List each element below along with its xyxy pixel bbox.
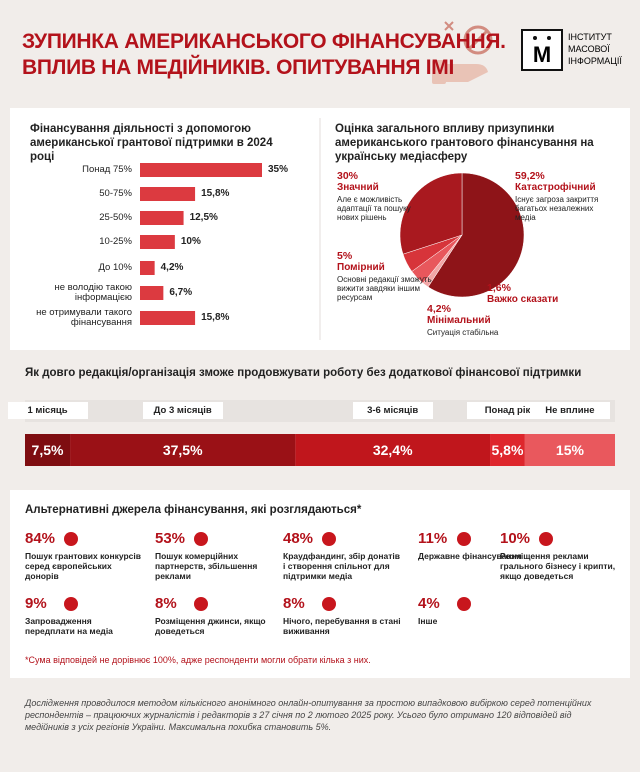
bar	[140, 211, 184, 225]
category-label: 10-25%	[99, 236, 132, 247]
data-label: 37,5%	[162, 442, 203, 458]
data-label: 10%	[180, 236, 201, 247]
data-label: 4,2%	[160, 262, 184, 273]
category-pill: 1 місяць	[7, 402, 88, 419]
alt-text: Пошук грантових конкурсів серед європейс…	[25, 551, 141, 581]
logo-text: ІНСТИТУТ МАСОВОЇ ІНФОРМАЦІЇ	[568, 31, 622, 67]
alt-value: 9%	[25, 595, 47, 612]
title-line: ЗУПИНКА АМЕРИКАНСЬКОГО ФІНАНСУВАННЯ.	[22, 30, 506, 53]
alt-icon	[539, 532, 553, 546]
data-label: 4,2%	[427, 303, 451, 315]
pie-slice	[399, 172, 463, 255]
bar	[140, 235, 175, 249]
alt-value: 48%	[283, 530, 314, 547]
alt-value: 8%	[155, 595, 177, 612]
alt-icon	[457, 597, 471, 611]
alt-icon	[64, 532, 78, 546]
bar	[140, 311, 196, 325]
data-label: 6,7%	[169, 287, 193, 298]
alt-text: Інше	[418, 616, 438, 626]
slice-name: Мінімальний	[427, 315, 491, 326]
title-line: ВПЛИВ НА МЕДІЙНИКІВ. ОПИТУВАННЯ ІМІ	[22, 56, 455, 79]
category-pill: До 3 місяців	[142, 402, 223, 419]
bar-segment	[25, 434, 71, 466]
alt-icon	[194, 532, 208, 546]
methodology: Дослідження проводилося методом кількісн…	[25, 698, 592, 732]
chart-title: Як довго редакція/організація зможе прод…	[25, 367, 582, 379]
data-label: 15%	[555, 442, 584, 458]
category-pill: Не вплине	[529, 402, 610, 419]
category-label: не володію такою інформацією	[54, 282, 132, 303]
slice-name: Помірний	[337, 262, 385, 273]
data-label: 12,5%	[189, 212, 218, 223]
bar	[140, 261, 155, 275]
slice-name: Катастрофічний	[515, 182, 596, 193]
logo-line: ІНФОРМАЦІЇ	[568, 56, 622, 66]
slice-description: Але є можливість адаптації та пошуку нов…	[337, 195, 411, 222]
data-label: 5%	[337, 250, 353, 262]
slice-description: Основні редакції зможуть вижити завдяки …	[337, 275, 432, 302]
alt-icon	[322, 597, 336, 611]
logo-line: ІНСТИТУТ	[568, 32, 612, 42]
bar-segment	[490, 434, 525, 466]
alt-icon	[457, 532, 471, 546]
data-label: 30%	[337, 170, 359, 182]
slice-name: Значний	[337, 182, 379, 193]
bar	[140, 163, 262, 177]
footnote: *Сума відповідей не дорівнює 100%, адже …	[25, 655, 371, 665]
bar-segment	[70, 434, 296, 466]
slice-description: Існує загроза закриття багатьох незалежн…	[515, 195, 599, 222]
logo-box	[521, 29, 563, 71]
data-label: 35%	[268, 164, 289, 175]
alt-value: 84%	[25, 530, 56, 547]
data-label: 5,8%	[491, 442, 524, 458]
category-label: 25-50%	[99, 212, 132, 223]
alt-text: Пошук комерційних партнерств, збільшення…	[155, 551, 258, 581]
logo-mark: М	[532, 42, 552, 67]
alt-value: 10%	[500, 530, 531, 547]
alt-value: 53%	[155, 530, 186, 547]
bar	[140, 286, 164, 300]
category-label: До 10%	[98, 262, 132, 273]
data-label: 15,8%	[201, 188, 230, 199]
bar-segment	[524, 434, 615, 466]
pie-slice	[427, 172, 525, 298]
data-label: 1,6%	[487, 282, 511, 294]
slice-name: Важко сказати	[487, 294, 559, 305]
icon-hand	[432, 21, 493, 84]
alt-value: 4%	[418, 595, 440, 612]
category-pill: 3-6 місяців	[352, 402, 433, 419]
alt-text: Розміщення реклами грального бізнесу і к…	[500, 551, 616, 581]
chart-title: Оцінка загального впливу призупинки амер…	[335, 123, 594, 163]
data-label: 59,2%	[515, 170, 545, 182]
alt-text: Державне фінансування	[418, 551, 522, 561]
alt-icon	[194, 597, 208, 611]
alt-value: 8%	[283, 595, 305, 612]
category-label: 50-75%	[99, 188, 132, 199]
bar	[140, 187, 196, 201]
data-label: 7,5%	[31, 442, 64, 458]
data-label: 15,8%	[201, 312, 230, 323]
alt-text: Запровадження передплати на медіа	[25, 616, 113, 636]
section-title: Альтернативні джерела фінансування, які …	[25, 504, 362, 516]
bar-segment	[295, 434, 491, 466]
alt-text: Краудфандинг, збір донатів і створення с…	[283, 551, 400, 581]
alt-value: 11%	[418, 530, 448, 547]
logo-line: МАСОВОЇ	[568, 44, 610, 54]
category-label: Понад 75%	[82, 164, 132, 175]
data-label: 32,4%	[372, 442, 413, 458]
card	[10, 490, 630, 678]
alt-icon	[322, 532, 336, 546]
alt-icon	[64, 597, 78, 611]
category-pill: Понад рік	[467, 402, 548, 419]
alt-text: Нічого, перебування в стані виживання	[283, 616, 401, 636]
category-label: не отримували такого фінансування	[36, 307, 132, 328]
slice-description: Ситуація стабільна	[427, 328, 499, 337]
alt-text: Розміщення джинси, якщо доведеться	[155, 616, 266, 636]
chart-title: Фінансування діяльності з допомогою амер…	[30, 123, 273, 163]
